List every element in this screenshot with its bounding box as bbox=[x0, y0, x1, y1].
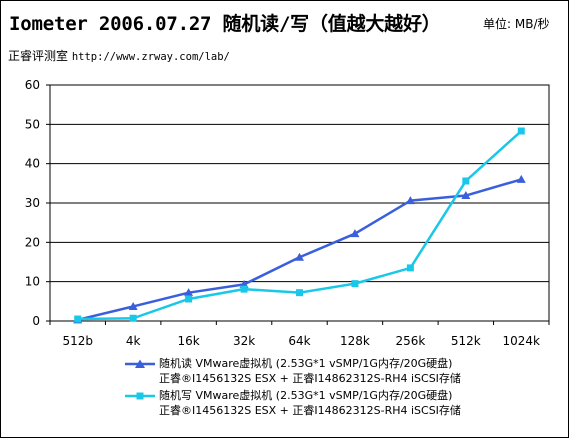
plot-area: 0 10 20 30 40 50 60 512b 4k 16k 32k 64k 128k 256k 512k… bbox=[25, 78, 550, 348]
x-tick-label-256k: 256k bbox=[395, 334, 425, 348]
series-1-point-2 bbox=[185, 295, 193, 303]
legend-swatch-read bbox=[125, 358, 155, 370]
x-tick-label-16k: 16k bbox=[178, 334, 200, 348]
series-1-point-1 bbox=[129, 314, 137, 322]
y-tick-label-20: 20 bbox=[25, 235, 40, 249]
legend: 随机读 VMware虚拟机 (2.53G*1 vSMP/1G内存/20G硬盘) … bbox=[123, 357, 461, 419]
chart-title: Iometer 2006.07.27 随机读/写（值越大越好） bbox=[9, 13, 441, 35]
series-1-point-3 bbox=[240, 285, 248, 293]
source-line: 正睿评测室 http://www.zrway.com/lab/ bbox=[8, 47, 230, 64]
legend-write-name: 随机写 VMware虚拟机 (2.53G*1 vSMP/1G内存/20G硬盘) bbox=[159, 389, 453, 402]
y-tick-label-50: 50 bbox=[25, 117, 40, 131]
x-tick-label-1024k: 1024k bbox=[503, 334, 541, 348]
x-tick-label-32k: 32k bbox=[233, 334, 255, 348]
x-tick-label-512b: 512b bbox=[62, 334, 93, 348]
legend-swatch-write bbox=[125, 390, 155, 402]
y-tick-label-10: 10 bbox=[25, 275, 40, 289]
x-tick-label-64k: 64k bbox=[288, 334, 310, 348]
series-1-point-4 bbox=[296, 289, 303, 297]
legend-write-name-line2: 正睿®I1456132S ESX + 正睿I14862312S-RH4 iSCS… bbox=[159, 404, 461, 417]
legend-item-write: 随机写 VMware虚拟机 (2.53G*1 vSMP/1G内存/20G硬盘) … bbox=[123, 389, 461, 419]
source-label: 正睿评测室 bbox=[8, 49, 69, 63]
series-0-point-7 bbox=[461, 191, 471, 200]
legend-read-name: 随机读 VMware虚拟机 (2.53G*1 vSMP/1G内存/20G硬盘) bbox=[159, 357, 453, 370]
x-tick-label-128k: 128k bbox=[340, 334, 370, 348]
y-tick-label-0: 0 bbox=[32, 314, 40, 328]
x-tick-label-512k: 512k bbox=[451, 334, 481, 348]
series-0-point-1 bbox=[128, 301, 138, 310]
legend-read-name-line2: 正睿®I1456132S ESX + 正睿I14862312S-RH4 iSCS… bbox=[159, 372, 461, 385]
series-1-point-6 bbox=[406, 264, 414, 272]
y-tick-label-40: 40 bbox=[25, 157, 40, 171]
source-url: http://www.zrway.com/lab/ bbox=[71, 51, 230, 63]
unit-label: 单位: MB/秒 bbox=[483, 17, 550, 31]
series-1-point-7 bbox=[462, 177, 470, 185]
series-0-point-2 bbox=[184, 288, 194, 297]
y-tick-label-30: 30 bbox=[25, 196, 40, 210]
series-0-point-5 bbox=[350, 229, 360, 238]
series-0-point-4 bbox=[295, 252, 304, 261]
series-0-point-8 bbox=[516, 174, 526, 183]
legend-item-read: 随机读 VMware虚拟机 (2.53G*1 vSMP/1G内存/20G硬盘) … bbox=[123, 357, 461, 387]
series-1-point-0 bbox=[74, 315, 82, 323]
series-1-point-8 bbox=[517, 127, 525, 135]
y-tick-label-60: 60 bbox=[25, 78, 40, 92]
series-0-point-6 bbox=[405, 196, 415, 205]
x-tick-label-4k: 4k bbox=[126, 334, 141, 348]
series-1-point-5 bbox=[351, 280, 359, 288]
